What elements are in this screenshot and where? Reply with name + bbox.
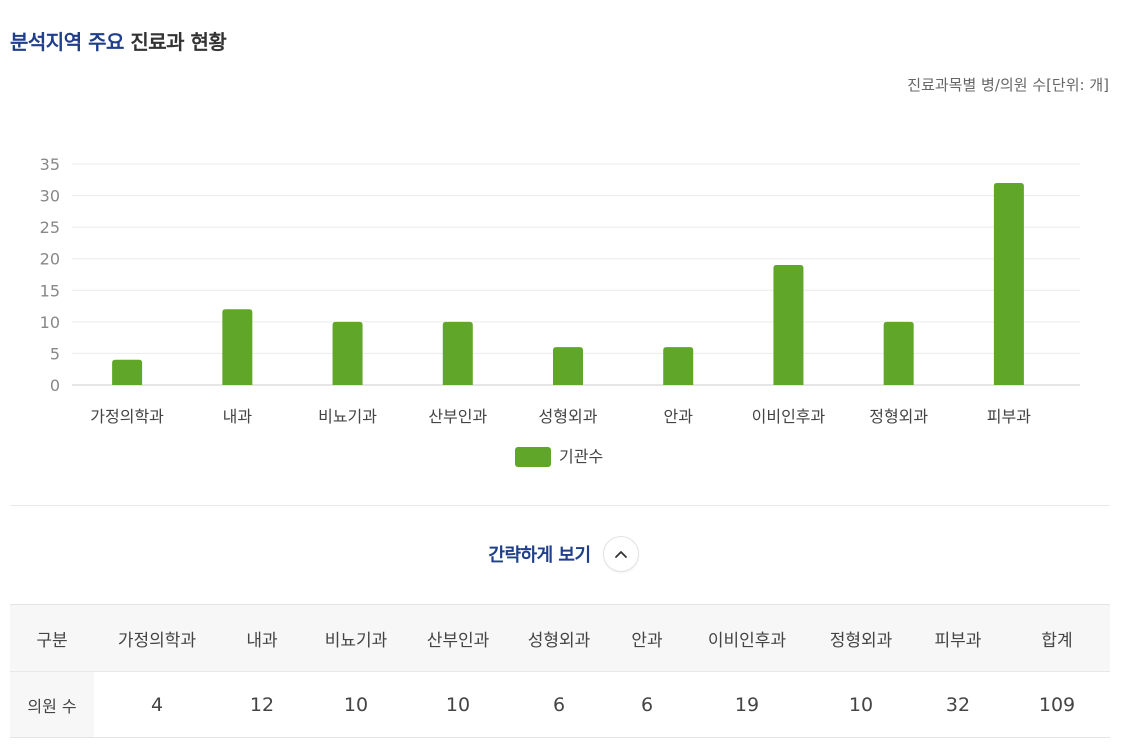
y-tick-label: 25 <box>40 218 60 237</box>
section-title-rest: 진료과 현황 <box>123 30 227 54</box>
x-tick-label: 정형외과 <box>869 407 928 426</box>
divider <box>10 505 1110 506</box>
table-header-cell: 내과 <box>246 630 278 651</box>
section-title: 분석지역 주요 진료과 현황 <box>10 26 227 55</box>
collapse-toggle[interactable]: 간략하게 보기 <box>0 536 1127 572</box>
table-cell: 6 <box>640 693 654 716</box>
table-header-cell: 피부과 <box>934 630 982 651</box>
table-cell: 4 <box>150 693 164 716</box>
x-tick-label: 가정의학과 <box>90 407 164 426</box>
x-tick-label: 비뇨기과 <box>318 407 377 426</box>
y-tick-label: 10 <box>40 313 60 332</box>
table-cell: 12 <box>249 693 275 716</box>
y-tick-label: 15 <box>40 281 60 300</box>
table-cell: 10 <box>848 693 874 716</box>
table-row: 의원 수 4 12 10 10 6 6 19 10 32 109 <box>10 671 1110 738</box>
bar <box>222 309 253 385</box>
bar <box>773 265 804 385</box>
x-tick-label: 피부과 <box>987 407 1031 426</box>
table-cell: 32 <box>945 693 971 716</box>
x-tick-label: 이비인후과 <box>752 407 826 426</box>
y-tick-label: 5 <box>50 344 60 363</box>
bar <box>553 347 583 385</box>
table-cell: 19 <box>734 693 760 716</box>
bar <box>663 347 694 385</box>
y-tick-label: 20 <box>40 250 60 269</box>
legend-label: 기관수 <box>559 447 603 466</box>
table-row-label: 의원 수 <box>10 671 94 738</box>
table-header-cell: 합계 <box>1041 630 1073 651</box>
table-cell: 6 <box>552 693 566 716</box>
x-tick-label: 내과 <box>223 407 253 426</box>
y-tick-label: 30 <box>40 187 60 206</box>
summary-table: 구분 가정의학과 내과 비뇨기과 산부인과 성형외과 안과 이비인후과 정형외과 피부과 합계 의원… <box>10 604 1110 738</box>
bar <box>883 321 914 385</box>
table-header-cell: 이비인후과 <box>707 630 787 651</box>
table-header-cell: 비뇨기과 <box>324 630 388 651</box>
bar <box>112 359 143 385</box>
table-header-cell: 산부인과 <box>426 630 490 651</box>
table-header-cell: 정형외과 <box>829 630 893 651</box>
table-cell: 109 <box>1038 693 1076 716</box>
collapse-toggle-button[interactable] <box>602 536 639 572</box>
x-tick-label: 성형외과 <box>539 407 598 426</box>
unit-note: 진료과목별 병/의원 수[단위: 개] <box>907 76 1109 94</box>
legend-swatch <box>515 447 551 467</box>
bar <box>332 321 363 385</box>
table-header-row: 구분 가정의학과 내과 비뇨기과 산부인과 성형외과 안과 이비인후과 정형외과 피부과 합계 <box>10 604 1110 672</box>
x-tick-label: 안과 <box>663 407 693 426</box>
bar <box>442 321 473 385</box>
bar-chart: 0 5 10 15 20 25 30 35 가정의학과 내과 비뇨기과 산부인과 성형외과 안과 이비인후과… <box>40 155 1080 467</box>
x-tick-label: 산부인과 <box>428 407 487 426</box>
table-cell: 10 <box>343 693 369 716</box>
collapse-toggle-label[interactable]: 간략하게 보기 <box>488 545 591 566</box>
table-header-cell: 구분 <box>36 630 68 651</box>
table-header-cell: 성형외과 <box>527 630 591 651</box>
table-cell: 10 <box>445 693 471 716</box>
bar <box>993 182 1024 385</box>
table-header-cell: 가정의학과 <box>117 630 197 651</box>
section-title-accent: 분석지역 주요 <box>10 30 124 54</box>
chevron-up-icon <box>614 551 627 558</box>
table-header-cell: 안과 <box>631 630 663 651</box>
y-tick-label: 0 <box>50 376 60 395</box>
y-tick-label: 35 <box>40 155 60 174</box>
